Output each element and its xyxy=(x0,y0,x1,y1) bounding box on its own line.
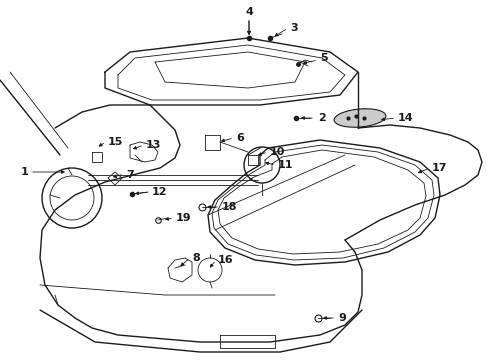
Text: 10: 10 xyxy=(269,147,285,157)
Text: 5: 5 xyxy=(319,53,327,63)
Text: 14: 14 xyxy=(397,113,413,123)
Text: 18: 18 xyxy=(222,202,237,212)
Text: 8: 8 xyxy=(192,253,199,263)
Text: 19: 19 xyxy=(176,213,191,223)
Text: 13: 13 xyxy=(146,140,161,150)
Ellipse shape xyxy=(333,109,385,127)
Text: 12: 12 xyxy=(152,187,167,197)
Text: 11: 11 xyxy=(278,160,293,170)
Text: 2: 2 xyxy=(317,113,325,123)
Text: 15: 15 xyxy=(108,137,123,147)
Text: 17: 17 xyxy=(431,163,447,173)
Text: 4: 4 xyxy=(244,7,252,17)
Text: 16: 16 xyxy=(218,255,233,265)
Text: 3: 3 xyxy=(289,23,297,33)
Text: 7: 7 xyxy=(126,170,134,180)
Text: 9: 9 xyxy=(337,313,345,323)
Text: 1: 1 xyxy=(20,167,28,177)
Text: 6: 6 xyxy=(236,133,244,143)
